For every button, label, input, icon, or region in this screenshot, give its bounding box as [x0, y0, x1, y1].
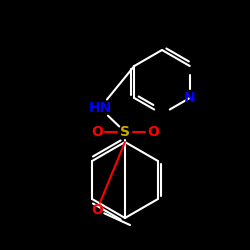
Text: O: O [91, 203, 103, 217]
Text: N: N [184, 91, 196, 105]
Text: O: O [91, 125, 103, 139]
Text: HN: HN [88, 101, 112, 115]
Text: O: O [147, 125, 159, 139]
Text: S: S [120, 125, 130, 139]
